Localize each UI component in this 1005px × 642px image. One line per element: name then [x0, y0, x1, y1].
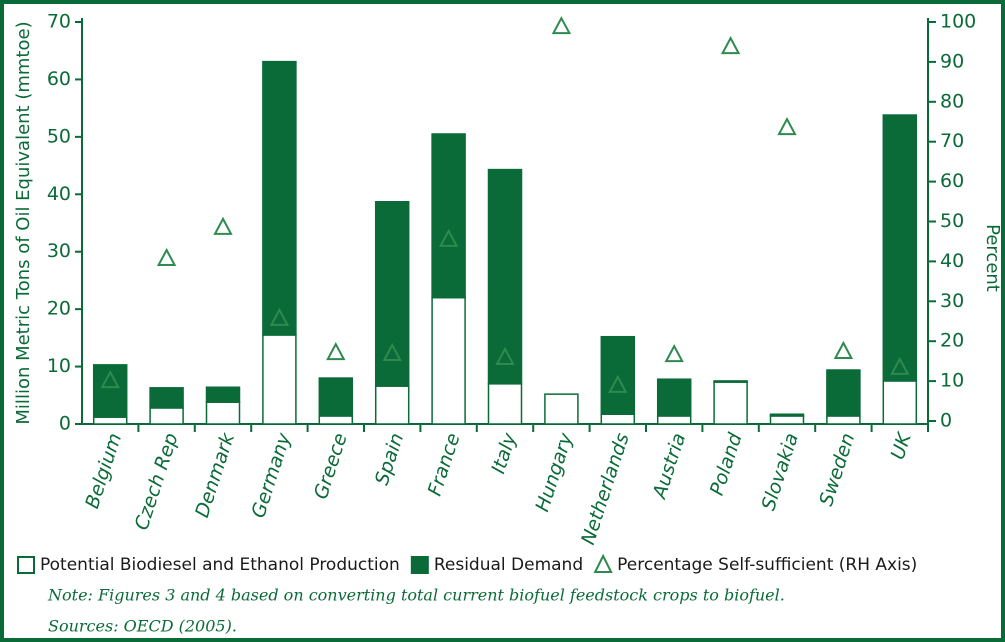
bar: [769, 413, 805, 417]
y-tick-label: 20: [47, 298, 71, 320]
legend-label: Residual Demand: [434, 555, 583, 575]
marker: [326, 342, 346, 361]
bar: [431, 133, 466, 299]
x-tick-label: Slovakia: [757, 430, 803, 513]
y2-tick-label: 0: [940, 410, 952, 432]
y-tick-label: 60: [47, 68, 71, 90]
bar: [544, 393, 579, 425]
x-tick-label: Spain: [371, 430, 408, 487]
bar: [149, 387, 184, 409]
y2-tick-label: 40: [940, 250, 964, 272]
bar: [205, 401, 241, 425]
x-tick-label: France: [424, 430, 465, 498]
bar: [826, 415, 861, 425]
marker: [833, 340, 854, 359]
bar: [826, 369, 861, 417]
bar: [262, 60, 297, 336]
marker: [890, 356, 910, 375]
x-tick-label: UK: [887, 429, 917, 462]
x-tick-label: Denmark: [191, 429, 239, 520]
x-tick-label: Belgium: [81, 430, 126, 511]
bar: [882, 380, 918, 425]
y-tick-label: 50: [47, 125, 71, 147]
bar: [149, 407, 184, 425]
marker: [269, 307, 290, 326]
bar: [431, 296, 466, 425]
marker: [777, 117, 797, 136]
x-tick-label: Sweden: [815, 430, 859, 508]
bar: [487, 383, 523, 425]
y2-tick-label: 50: [940, 210, 964, 232]
legend-label: Potential Biodiesel and Ethanol Producti…: [40, 555, 400, 575]
bar: [374, 385, 410, 425]
y2-tick-label: 80: [940, 90, 964, 112]
marker: [156, 247, 177, 267]
bar: [262, 334, 297, 425]
bar: [487, 168, 523, 385]
y-tick-label: 10: [47, 355, 71, 377]
x-tick-label: Poland: [706, 430, 747, 499]
bar: [656, 415, 692, 425]
legend-marker: [593, 553, 613, 573]
x-tick-label: Netherlands: [577, 430, 634, 547]
bar: [769, 415, 805, 425]
bar: [600, 335, 636, 415]
bar: [318, 415, 354, 425]
marker: [213, 216, 233, 235]
bar: [882, 114, 918, 382]
x-tick-label: Czech Rep: [131, 430, 183, 532]
y2-tick-label: 30: [940, 290, 964, 312]
y2-tick-label: 90: [940, 50, 964, 72]
legend-label: Percentage Self-sufficient (RH Axis): [617, 555, 917, 575]
y2-tick-label: 10: [940, 370, 964, 392]
marker: [551, 16, 572, 35]
marker: [608, 374, 628, 393]
bar: [713, 381, 748, 425]
x-tick-label: Hungary: [531, 430, 577, 515]
y2-tick-label: 20: [940, 330, 964, 352]
x-tick-label: Germany: [247, 430, 295, 521]
y-tick-label: 40: [47, 183, 71, 205]
y-tick-label: 30: [47, 240, 71, 262]
bar: [205, 386, 241, 403]
y2-tick-label: 60: [940, 170, 964, 192]
y2-tick-label: 100: [940, 11, 976, 33]
legend-swatch: [410, 556, 429, 574]
marker: [664, 344, 684, 363]
legend-swatch: [17, 556, 35, 574]
y-tick-label: 0: [59, 413, 71, 435]
marker: [720, 36, 741, 55]
bar: [600, 413, 636, 425]
marker: [382, 342, 402, 361]
bar: [374, 201, 410, 387]
y-tick-label: 70: [47, 11, 71, 33]
y2-axis-label: Percent: [982, 224, 1003, 292]
y-axis-label: Million Metric Tons of Oil Equivalent (m…: [13, 21, 34, 424]
bar: [656, 378, 692, 417]
x-tick-label: Italy: [487, 430, 521, 477]
bar: [713, 380, 748, 383]
note: Sources: OECD (2005).: [48, 617, 237, 636]
bar: [92, 416, 128, 425]
marker: [100, 369, 120, 389]
x-tick-label: Austria: [648, 430, 690, 503]
bar: [318, 377, 354, 417]
marker: [495, 346, 515, 365]
y2-tick-label: 70: [940, 130, 964, 152]
x-tick-label: Greece: [310, 430, 352, 502]
note: Note: Figures 3 and 4 based on convertin…: [47, 586, 785, 605]
marker: [438, 228, 459, 247]
